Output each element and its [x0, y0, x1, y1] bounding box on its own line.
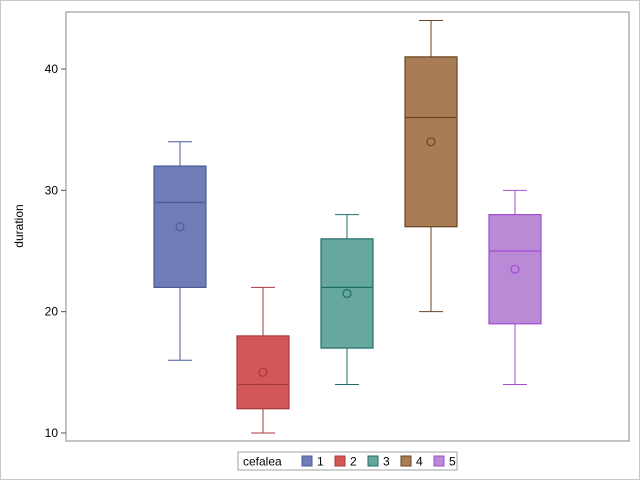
- box-group-2: [236, 286, 290, 434]
- mean-marker-1: [175, 222, 185, 232]
- legend-title: cefalea: [243, 455, 282, 469]
- mean-marker-2: [258, 367, 268, 377]
- box-group-3: [320, 214, 374, 385]
- legend-label-3: 3: [383, 455, 390, 469]
- box-group-5: [488, 189, 542, 385]
- box-1: [153, 165, 207, 289]
- box-group-4: [404, 19, 458, 313]
- y-tick-label-40: 40: [45, 62, 59, 76]
- box-group-1: [153, 141, 207, 361]
- legend-label-1: 1: [317, 455, 324, 469]
- mean-marker-4: [426, 137, 436, 147]
- y-tick-label-10: 10: [45, 426, 59, 440]
- legend-swatch-5: [433, 455, 445, 467]
- y-tick-label-20: 20: [45, 305, 59, 319]
- box-5: [488, 214, 542, 325]
- mean-marker-3: [342, 288, 352, 299]
- legend-swatch-1: [301, 455, 313, 467]
- legend: cefalea 1 2 3 4 5: [237, 451, 458, 471]
- legend-swatch-4: [400, 455, 412, 467]
- box-3: [320, 238, 374, 349]
- box-2: [236, 335, 290, 410]
- y-axis-label: duration: [12, 204, 26, 247]
- legend-label-2: 2: [350, 455, 357, 469]
- mean-marker-5: [510, 264, 520, 274]
- legend-swatch-3: [367, 455, 379, 467]
- box-4: [404, 56, 458, 228]
- legend-label-5: 5: [449, 455, 456, 469]
- boxes: [153, 19, 542, 434]
- y-tick-label-30: 30: [45, 183, 59, 197]
- legend-swatch-2: [334, 455, 346, 467]
- legend-label-4: 4: [416, 455, 423, 469]
- y-axis: 10 20 30 40: [45, 62, 66, 440]
